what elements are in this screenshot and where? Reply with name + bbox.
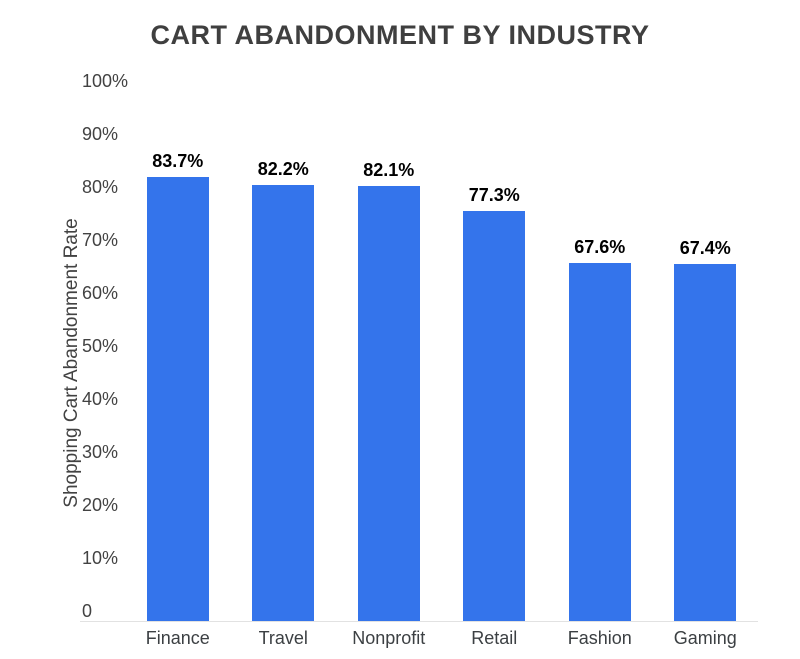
x-axis-label-retail: Retail [471, 628, 518, 648]
x-axis-labels: Finance Travel Nonprofit Retail Fashion Gamin… [125, 627, 758, 649]
bar-finance [146, 177, 209, 621]
plot-area: 83.7% 82.2% 82.1% 77.3% 67.6% 67.4% [125, 91, 758, 621]
bar-value-label-nonprofit: 82.1% [363, 159, 415, 180]
bar-value-label-fashion: 67.6% [574, 236, 626, 257]
bar-value-label-finance: 83.7% [152, 151, 204, 172]
bar-column-retail: 77.3% [442, 91, 548, 621]
y-tick-label-20: 20% [82, 495, 119, 515]
x-axis-label-gaming: Gaming [673, 628, 737, 648]
y-tick-label-80: 80% [82, 177, 119, 197]
bar-travel [252, 185, 315, 621]
x-axis-label-travel: Travel [258, 628, 308, 648]
bar-nonprofit [357, 185, 420, 621]
y-tick-label-70: 70% [82, 230, 119, 250]
bar-value-label-travel: 82.2% [257, 159, 309, 180]
x-axis-line [80, 621, 758, 622]
bar-value-label-retail: 77.3% [468, 185, 520, 206]
x-axis-label-nonprofit: Nonprofit [352, 628, 426, 648]
y-tick-label-30: 30% [82, 442, 119, 462]
y-tick-label-60: 60% [82, 283, 119, 303]
bar-column-travel: 82.2% [231, 91, 337, 621]
bar-column-finance: 83.7% [125, 91, 231, 621]
y-tick-label-90: 90% [82, 124, 119, 144]
bar-column-gaming: 67.4% [653, 91, 759, 621]
y-tick-label-100: 100% [82, 71, 129, 91]
bar-column-fashion: 67.6% [547, 91, 653, 621]
bar-value-label-gaming: 67.4% [679, 237, 731, 258]
y-tick-label-10: 10% [82, 548, 119, 568]
y-tick-label-50: 50% [82, 336, 119, 356]
bar-fashion [568, 262, 631, 621]
y-tick-label-0: 0 [82, 601, 93, 621]
x-axis-label-fashion: Fashion [567, 628, 632, 648]
x-axis-label-finance: Finance [145, 628, 210, 648]
bar-retail [463, 211, 526, 621]
y-tick-label-40: 40% [82, 389, 119, 409]
chart-title: CART ABANDONMENT BY INDUSTRY [150, 20, 650, 50]
bar-column-nonprofit: 82.1% [336, 91, 442, 621]
bar-gaming [674, 263, 737, 621]
